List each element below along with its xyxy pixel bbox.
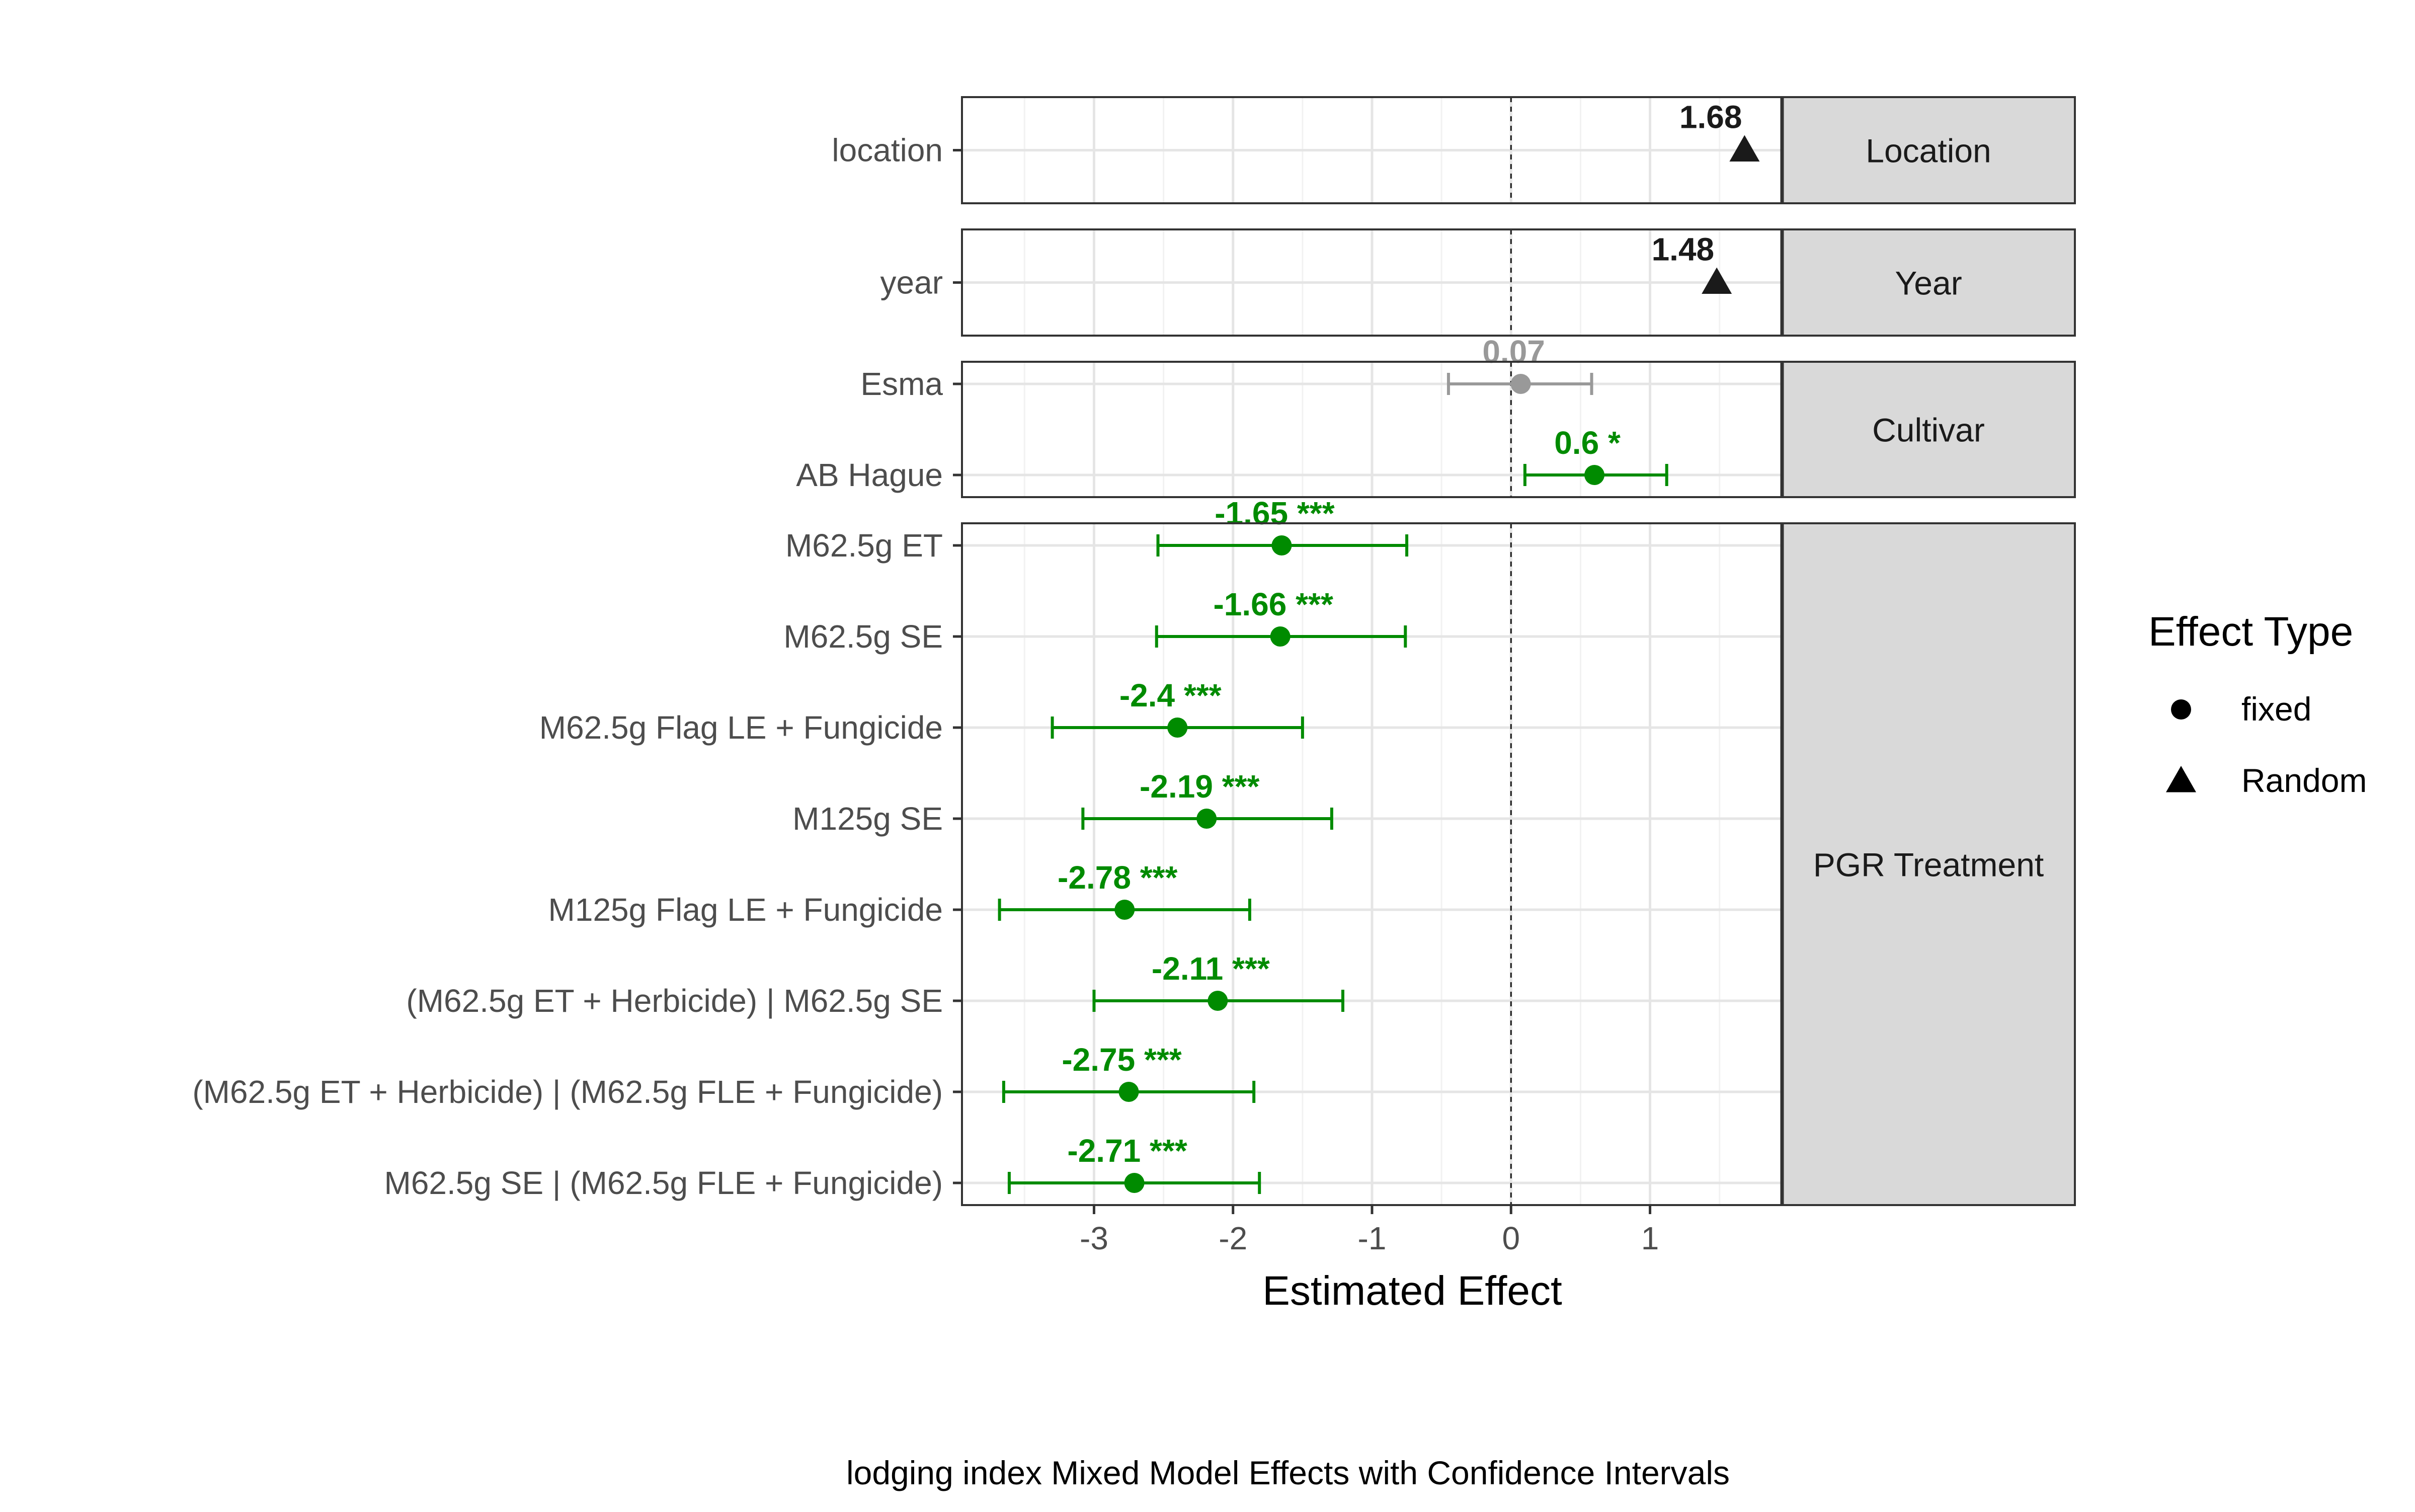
facet-strip-label: PGR Treatment	[1813, 846, 2044, 884]
y-tick-label: M62.5g ET	[785, 527, 943, 564]
legend-title: Effect Type	[2148, 609, 2353, 655]
legend-key-triangle	[2166, 766, 2196, 792]
facet-strip	[1781, 361, 2076, 498]
facet-strip-label: Cultivar	[1872, 412, 1985, 449]
estimate-label: -2.78 ***	[1058, 859, 1177, 896]
facet-strip	[1781, 228, 2076, 337]
y-tick-label: Esma	[860, 366, 943, 402]
legend-entry-label: fixed	[2241, 690, 2311, 728]
estimate-label: 0.6 *	[1554, 425, 1621, 461]
y-tick-label: year	[880, 265, 943, 301]
estimate-label: -1.65 ***	[1215, 495, 1334, 531]
y-tick-label: (M62.5g ET + Herbicide) | (M62.5g FLE + …	[192, 1074, 943, 1110]
estimate-label: -2.71 ***	[1067, 1133, 1187, 1169]
x-tick-label: 1	[1641, 1220, 1659, 1256]
x-tick-label: -1	[1358, 1220, 1387, 1256]
y-tick-label: location	[832, 132, 943, 169]
estimate-label: -2.11 ***	[1152, 950, 1270, 987]
y-tick-label: AB Hague	[796, 457, 943, 493]
y-tick-label: M62.5g SE | (M62.5g FLE + Fungicide)	[384, 1165, 943, 1201]
x-tick-label: -3	[1080, 1220, 1108, 1256]
x-tick-label: 0	[1502, 1220, 1520, 1256]
legend-entry-label: Random	[2241, 762, 2367, 799]
estimate-label: 1.48	[1652, 231, 1715, 268]
x-axis-title: Estimated Effect	[1262, 1268, 1562, 1314]
facet-strip-label: Year	[1895, 265, 1962, 302]
legend-key-circle	[2171, 699, 2191, 720]
y-tick-label: M62.5g Flag LE + Fungicide	[539, 709, 943, 746]
estimate-label: 1.68	[1679, 99, 1742, 135]
random-effect-point	[1729, 135, 1760, 162]
y-tick-label: M62.5g SE	[783, 618, 943, 655]
facet-strip	[1781, 522, 2076, 1206]
estimate-label: -2.75 ***	[1062, 1042, 1181, 1078]
fixed-effect-point	[1167, 718, 1188, 738]
y-tick-label: M125g SE	[792, 801, 943, 837]
y-tick-label: (M62.5g ET + Herbicide) | M62.5g SE	[406, 983, 943, 1019]
fixed-effect-point	[1124, 1173, 1145, 1193]
fixed-effect-point	[1270, 626, 1291, 647]
estimate-label: 0.07	[1482, 334, 1545, 370]
fixed-effect-point	[1114, 900, 1135, 920]
random-effect-point	[1702, 267, 1732, 294]
x-tick-label: -2	[1219, 1220, 1247, 1256]
fixed-effect-point	[1118, 1082, 1139, 1102]
y-tick-label: M125g Flag LE + Fungicide	[548, 892, 943, 928]
facet-strip-label: Location	[1866, 132, 1991, 170]
fixed-effect-point	[1208, 991, 1228, 1011]
fixed-effect-point	[1510, 374, 1531, 394]
fixed-effect-point	[1584, 465, 1605, 485]
fixed-effect-point	[1271, 535, 1292, 555]
estimate-label: -1.66 ***	[1213, 586, 1333, 622]
fixed-effect-point	[1196, 809, 1217, 829]
estimate-label: -2.4 ***	[1119, 677, 1222, 713]
chart-caption: lodging index Mixed Model Effects with C…	[846, 1454, 1730, 1491]
estimate-label: -2.19 ***	[1140, 768, 1259, 805]
